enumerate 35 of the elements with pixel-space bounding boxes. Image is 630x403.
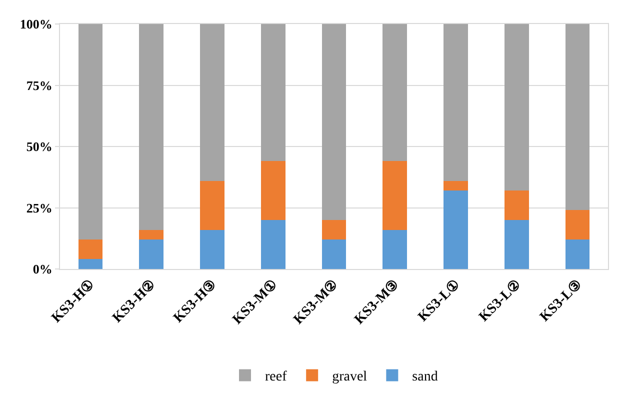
bar [78,24,103,240]
bar [565,24,590,210]
y-tick-label: 75% [26,78,52,93]
bar [260,24,286,162]
bar [78,240,103,260]
y-tick-label: 100% [20,16,52,32]
bar [200,180,224,230]
bar [139,24,164,230]
bar [382,230,408,269]
bar [504,220,529,269]
legend-label: gravel [332,370,368,385]
bar [78,259,103,269]
bar [139,230,164,240]
bar [565,210,590,240]
bar [382,24,408,162]
bar [322,24,346,220]
y-tick-label: 0% [32,262,52,277]
bar [504,24,529,191]
bar [382,161,408,230]
bar [322,240,346,269]
bar [444,180,468,191]
bar [200,230,224,269]
bar [260,161,286,220]
legend-label: reef [265,370,288,385]
legend-label: sand [412,370,438,385]
bar [444,190,468,269]
bar [565,240,590,269]
bar [200,24,224,181]
y-tick-label: 25% [26,200,52,216]
bar [139,240,164,269]
y-tick-label: 50% [26,139,52,154]
bar [260,220,286,269]
bar [444,24,468,181]
bar [504,190,529,220]
bar [322,220,346,240]
